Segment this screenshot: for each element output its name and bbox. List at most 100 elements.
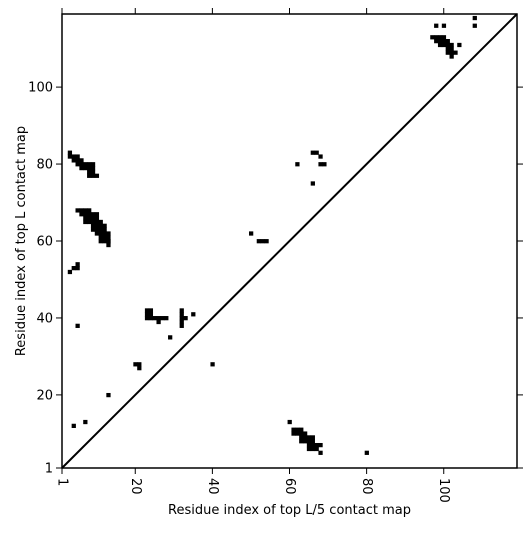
diagonal-line	[61, 13, 518, 469]
contact-cell-upper	[98, 223, 103, 228]
contact-cell-upper	[144, 312, 150, 317]
contact-cell-upper	[94, 212, 100, 217]
contact-cell-lower	[310, 435, 315, 440]
contact-cell-upper	[75, 262, 80, 267]
contact-cell-upper	[310, 150, 315, 155]
contact-cell-upper	[71, 158, 76, 163]
contact-cell-upper	[90, 219, 96, 225]
contact-cell-upper	[183, 316, 188, 321]
contact-cell-upper	[94, 227, 100, 232]
contact-cell-upper	[179, 319, 184, 325]
contact-cell-upper	[106, 239, 111, 244]
contact-cell-upper	[179, 308, 184, 313]
contact-cell-upper	[106, 235, 111, 240]
contact-cell-upper	[137, 366, 142, 371]
contact-cell-upper	[102, 231, 107, 236]
contact-cell-upper	[90, 223, 96, 228]
contact-cell-lower	[310, 442, 315, 448]
contact-cell-upper	[449, 46, 454, 51]
contact-cell-lower	[318, 442, 323, 448]
contact-cell-upper	[453, 50, 458, 55]
contact-cell-upper	[87, 173, 92, 178]
contact-cell-upper	[106, 392, 111, 398]
contact-cell-upper	[79, 208, 84, 213]
x-tick-label: 1	[55, 478, 70, 486]
contact-cell-upper	[83, 215, 88, 221]
contact-cell-upper	[71, 154, 76, 159]
contact-cell-upper	[79, 212, 84, 217]
contact-cell-lower	[299, 435, 304, 440]
contact-cell-lower	[303, 439, 308, 444]
contact-cell-upper	[83, 208, 88, 213]
contact-cell-upper	[133, 362, 138, 367]
contact-cell-upper	[449, 54, 454, 59]
y-tick-label: 80	[36, 158, 53, 173]
contact-cell-lower	[303, 431, 308, 436]
contact-cell-upper	[87, 162, 92, 167]
contact-cell-upper	[179, 323, 184, 328]
contact-cell-upper	[106, 231, 111, 236]
contact-cell-upper	[102, 239, 107, 244]
contact-cell-upper	[94, 223, 100, 228]
contact-cell-upper	[148, 308, 154, 313]
contact-cell-upper	[445, 39, 450, 44]
contact-cell-lower	[291, 427, 296, 432]
contact-cell-upper	[75, 162, 80, 167]
contact-cell-upper	[71, 423, 76, 428]
contact-cell-upper	[87, 212, 92, 217]
contact-cell-upper	[445, 42, 450, 48]
contact-cell-upper	[322, 162, 327, 167]
contact-cell-upper	[90, 169, 96, 175]
contact-cell-upper	[430, 35, 435, 40]
contact-cell-upper	[310, 181, 315, 186]
contact-cell-upper	[156, 316, 161, 321]
contact-cell-upper	[318, 162, 323, 167]
contact-cell-upper	[83, 212, 88, 217]
contact-cell-upper	[156, 319, 161, 325]
contact-cell-upper	[210, 362, 215, 367]
contact-cell-upper	[75, 154, 80, 159]
contact-cell-upper	[71, 266, 76, 271]
contact-cell-upper	[94, 215, 100, 221]
contact-cell-upper	[295, 162, 300, 167]
contact-cell-upper	[437, 35, 443, 40]
y-tick-label: 20	[36, 388, 53, 403]
contact-cell-upper	[83, 419, 88, 425]
contact-cell-lower	[306, 446, 312, 452]
contact-cell-lower	[314, 442, 319, 448]
contact-cell-upper	[445, 46, 450, 51]
contact-cell-upper	[90, 173, 96, 178]
contact-cell-upper	[94, 173, 100, 178]
contact-cell-upper	[67, 154, 73, 159]
contact-cell-upper	[79, 165, 84, 171]
contact-cell-lower	[318, 450, 323, 455]
contact-cell-upper	[445, 50, 450, 55]
contact-cell-upper	[87, 219, 92, 225]
contact-cell-upper	[102, 223, 107, 228]
contact-cell-lower	[364, 450, 369, 455]
contact-cell-upper	[472, 15, 477, 21]
x-tick-label: 20	[128, 478, 143, 495]
x-tick-label: 40	[205, 478, 220, 495]
contact-cell-upper	[98, 227, 103, 232]
contact-cell-upper	[79, 158, 84, 163]
contact-cell-upper	[472, 23, 477, 28]
contact-cell-upper	[314, 150, 319, 155]
contact-cell-upper	[441, 23, 447, 28]
contact-cell-lower	[310, 439, 315, 444]
contact-cell-lower	[287, 419, 292, 425]
contact-cell-lower	[303, 435, 308, 440]
contact-cell-upper	[434, 39, 439, 44]
contact-cell-upper	[67, 269, 73, 275]
contact-cell-upper	[449, 50, 454, 55]
contact-cell-upper	[79, 162, 84, 167]
contact-cell-upper	[87, 165, 92, 171]
contact-cell-lower	[291, 431, 296, 436]
contact-cell-upper	[264, 239, 269, 244]
contact-cells	[67, 15, 477, 455]
contact-cell-upper	[102, 227, 107, 232]
contact-cell-upper	[260, 239, 265, 244]
contact-cell-upper	[106, 242, 111, 248]
